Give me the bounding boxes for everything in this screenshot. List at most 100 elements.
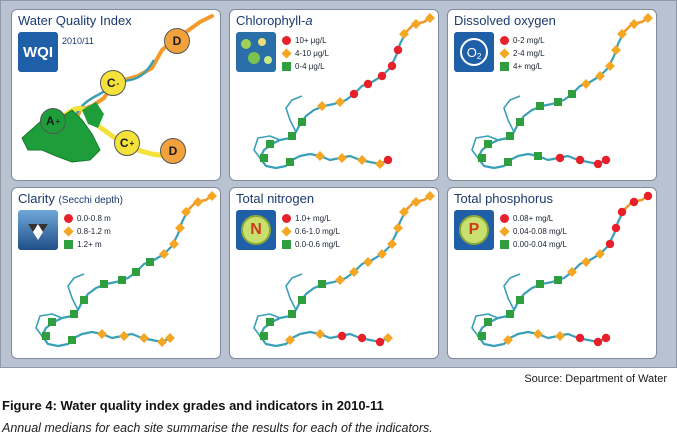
panel-title-main: Clarity [18, 191, 55, 206]
legend-label: 0.6-1.0 mg/L [295, 227, 340, 236]
river-branch [285, 95, 303, 133]
site-marker-low [536, 102, 544, 110]
site-marker-medium [335, 97, 345, 107]
legend-marker [281, 226, 292, 237]
site-marker-high [605, 239, 615, 249]
legend-item: 10+ μg/L [282, 34, 329, 47]
panel-title: Clarity (Secchi depth) [18, 191, 123, 206]
site-marker-high [357, 333, 367, 343]
site-marker-medium [595, 249, 605, 259]
panel-title: Total nitrogen [236, 191, 315, 206]
site-marker-medium [411, 19, 421, 29]
clarity-map [35, 191, 217, 348]
nitrogen-icon-badge: N [241, 215, 271, 245]
site-marker-low [288, 310, 296, 318]
site-marker-medium [193, 197, 203, 207]
grade-letter: D [172, 34, 182, 48]
nitrogen-icon: N [236, 210, 276, 250]
site-marker-high [593, 159, 603, 169]
site-marker-low [298, 296, 306, 304]
site-marker-high [349, 89, 359, 99]
site-marker-low [516, 296, 524, 304]
site-marker-medium [169, 239, 179, 249]
site-marker-medium [611, 45, 621, 55]
site-marker-low [100, 280, 108, 288]
site-marker-high [383, 155, 393, 165]
legend-item: 4+ mg/L [500, 60, 545, 73]
site-marker-medium [315, 329, 325, 339]
grade-letter: D [168, 144, 178, 158]
legend-label: 0.04-0.08 mg/L [513, 227, 567, 236]
legend-label: 0.0-0.6 mg/L [295, 240, 340, 249]
panel-title-sub: (Secchi depth) [58, 195, 123, 206]
legend-item: 0-4 μg/L [282, 60, 329, 73]
legend-marker [500, 214, 509, 223]
site-marker-low [554, 276, 562, 284]
legend-marker [499, 48, 510, 59]
oxygen-map [471, 13, 653, 170]
secchi-disk-icon [18, 210, 58, 250]
site-marker-medium [175, 223, 185, 233]
legend-item: 0-2 mg/L [500, 34, 545, 47]
legend-marker [63, 226, 74, 237]
site-marker-low [478, 332, 486, 340]
river-branch [253, 135, 281, 159]
legend-marker [282, 36, 291, 45]
site-marker-low [298, 118, 306, 126]
legend-marker [282, 62, 291, 71]
site-marker-high [363, 79, 373, 89]
year-label: 2010/11 [62, 36, 94, 46]
site-marker-medium [605, 61, 615, 71]
panel-clarity: Clarity (Secchi depth) 0.0-0.8 m 0.8-1.2… [11, 187, 221, 359]
legend-item: 1.2+ m [64, 238, 111, 251]
nitrogen-icon-label: N [250, 221, 262, 238]
river-branch [503, 95, 521, 133]
grade-letter: A [45, 114, 55, 128]
site-marker-medium [555, 331, 565, 341]
site-marker-medium [97, 329, 107, 339]
grade-modifier: + [129, 138, 135, 148]
site-marker-medium [335, 275, 345, 285]
site-marker-medium [315, 151, 325, 161]
legend-item: 0.08+ mg/L [500, 212, 567, 225]
site-marker-low [80, 296, 88, 304]
figure-panel-grid: Water Quality Index WQI 2010/11 D C- A + … [0, 0, 677, 368]
river-branch [253, 313, 281, 337]
site-marker-low [118, 276, 126, 284]
site-marker-high [387, 61, 397, 71]
legend-label: 0-4 μg/L [295, 62, 325, 71]
legend-marker [500, 240, 509, 249]
site-marker-medium [617, 29, 627, 39]
site-marker-low [48, 318, 56, 326]
site-marker-medium [411, 197, 421, 207]
legend-label: 1.0+ mg/L [295, 214, 331, 223]
legend: 1.0+ mg/L 0.6-1.0 mg/L 0.0-0.6 mg/L [281, 212, 340, 251]
site-marker-low [484, 318, 492, 326]
legend-marker [281, 48, 292, 59]
site-marker-low [266, 318, 274, 326]
panel-title: Water Quality Index [18, 13, 132, 28]
site-marker-low [536, 280, 544, 288]
site-marker-low [286, 158, 294, 166]
legend-label: 4+ mg/L [513, 62, 543, 71]
site-marker-high [555, 153, 565, 163]
legend-marker [500, 62, 509, 71]
site-marker-low [554, 98, 562, 106]
legend-item: 0.04-0.08 mg/L [499, 225, 567, 238]
grade-letter: C [106, 76, 116, 90]
phosphorus-map [471, 191, 653, 348]
legend-item: 0.8-1.2 m [63, 225, 111, 238]
legend-label: 0.8-1.2 m [77, 227, 111, 236]
wqi-icon-label: WQI [23, 43, 53, 61]
legend-label: 10+ μg/L [295, 36, 327, 45]
site-marker-low [534, 152, 542, 160]
legend-item: 4-10 μg/L [281, 47, 329, 60]
panel-total-phosphorus: Total phosphorus P 0.08+ mg/L 0.04-0.08 … [447, 187, 657, 359]
site-marker-low [42, 332, 50, 340]
site-marker-low [146, 258, 154, 266]
site-marker-high [611, 223, 621, 233]
river-branch [35, 313, 63, 337]
legend-item: 0.0-0.8 m [64, 212, 111, 225]
legend-marker [500, 36, 509, 45]
site-marker-low [568, 90, 576, 98]
